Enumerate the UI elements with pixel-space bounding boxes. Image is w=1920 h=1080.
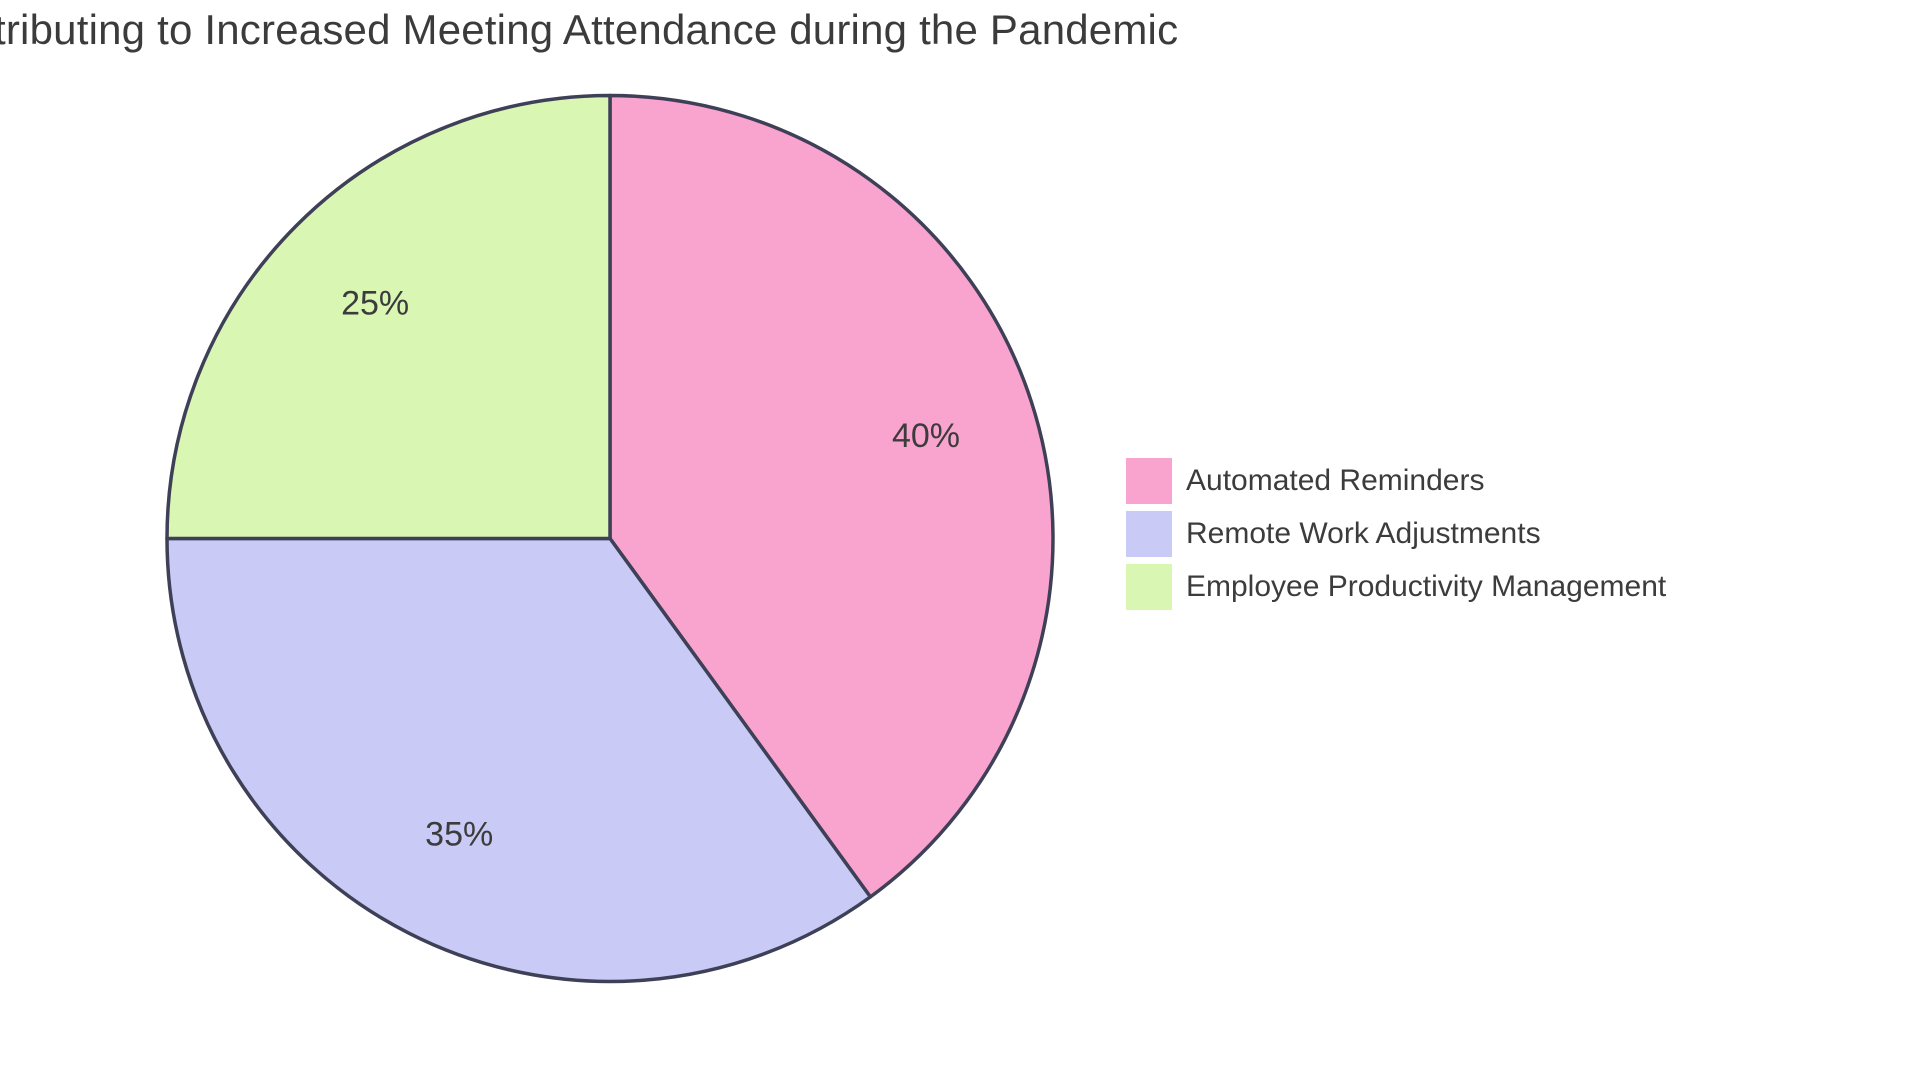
chart-title: tributing to Increased Meeting Attendanc…: [0, 6, 1179, 53]
legend-label: Automated Reminders: [1186, 464, 1485, 497]
legend-swatch-icon: [1126, 564, 1172, 610]
legend-item[interactable]: Automated Reminders: [1126, 458, 1666, 504]
legend-label: Employee Productivity Management: [1186, 570, 1667, 603]
legend-item[interactable]: Employee Productivity Management: [1126, 564, 1666, 610]
pie-slice-0: [608, 93, 1055, 899]
pie-slice-2: [165, 93, 612, 541]
pie-slice-percentage-label: 25%: [341, 285, 409, 323]
pie-slice-percentage-label: 40%: [892, 417, 960, 455]
pie-slice-1: [165, 536, 873, 984]
legend-label: Remote Work Adjustments: [1186, 517, 1541, 550]
pie-slice-percentage-label: 35%: [425, 816, 493, 854]
legend: Automated Reminders Remote Work Adjustmen…: [1126, 458, 1666, 617]
legend-item[interactable]: Remote Work Adjustments: [1126, 511, 1666, 557]
legend-swatch-icon: [1126, 458, 1172, 504]
legend-swatch-icon: [1126, 511, 1172, 557]
